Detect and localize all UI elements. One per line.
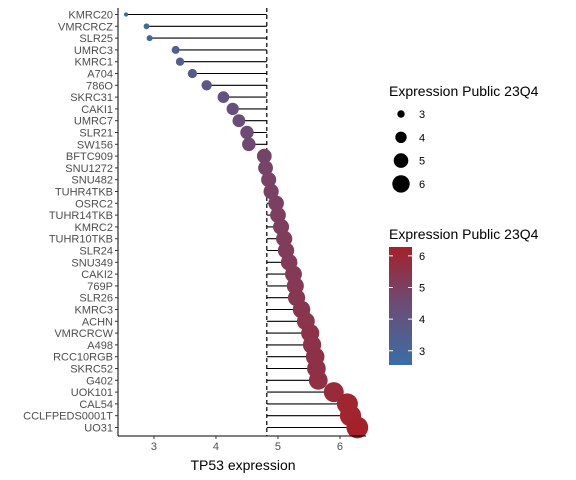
point-KMRC1 <box>175 57 185 66</box>
y-tick-label: CAKI2 <box>81 269 113 281</box>
x-axis-title: TP53 expression <box>190 457 295 473</box>
color-legend-label: 5 <box>419 282 425 294</box>
color-legend-label: 6 <box>419 251 425 263</box>
y-tick-label: UMRC7 <box>74 116 113 128</box>
y-tick-label: VMRCRCW <box>54 328 113 340</box>
plot-area: KMRC20VMRCRCZSLR25UMRC3KMRC1A704786OSKRC… <box>23 8 369 453</box>
y-tick-label: 769P <box>87 281 113 293</box>
x-tick-label: 5 <box>275 441 281 453</box>
point-SW156 <box>242 137 256 152</box>
point-TUHR4TKB <box>263 183 279 200</box>
point-A704 <box>187 68 198 79</box>
x-tick-label: 6 <box>337 441 343 453</box>
color-legend: Expression Public 23Q4 3 4 5 6 <box>389 226 539 365</box>
y-tick-label: CAL54 <box>79 399 113 411</box>
y-tick-label: CCLFPEDS0001T <box>23 411 113 423</box>
size-legend-label: 5 <box>419 156 425 168</box>
y-tick-label: G402 <box>86 375 113 387</box>
y-tick-label: SLR25 <box>79 33 113 45</box>
y-tick-label: ACHN <box>82 316 113 328</box>
size-legend-key <box>393 153 409 168</box>
color-legend-title: Expression Public 23Q4 <box>389 226 539 242</box>
size-legend-key <box>397 110 405 118</box>
y-tick-label: BFTC909 <box>66 151 113 163</box>
y-tick-label: SLR21 <box>79 128 113 140</box>
y-tick-label: RCC10RGB <box>53 352 113 364</box>
color-legend-label: 4 <box>419 314 425 326</box>
y-tick-label: KMRC3 <box>74 305 113 317</box>
point-OSRC2 <box>268 195 284 212</box>
size-legend-key <box>392 175 410 193</box>
point-UMRC3 <box>171 45 180 54</box>
y-tick-label: SLR26 <box>79 293 113 305</box>
y-tick-label: SKRC52 <box>70 364 113 376</box>
point-SNU482 <box>261 172 277 188</box>
y-tick-label: TUHR14TKB <box>49 210 113 222</box>
point-CAKI1 <box>226 102 239 116</box>
color-legend-label: 3 <box>419 346 425 358</box>
y-tick-label: SKRC31 <box>70 92 113 104</box>
color-legend-bar <box>389 247 412 365</box>
point-UO31 <box>346 416 369 439</box>
point-786O <box>201 80 212 91</box>
point-KMRC20 <box>123 12 129 17</box>
size-legend-title: Expression Public 23Q4 <box>389 83 539 99</box>
size-legend-label: 6 <box>419 179 425 191</box>
y-tick-label: KMRC2 <box>74 222 113 234</box>
size-legend-key <box>395 131 407 143</box>
x-tick-label: 3 <box>151 441 157 453</box>
y-tick-label: OSRC2 <box>75 198 113 210</box>
y-tick-label: SNU1272 <box>65 163 113 175</box>
point-UOK101 <box>323 382 344 403</box>
y-tick-label: CAKI1 <box>81 104 113 116</box>
y-tick-label: SNU482 <box>71 175 113 187</box>
y-tick-label: A498 <box>87 340 113 352</box>
y-tick-label: KMRC20 <box>68 10 113 22</box>
y-tick-label: KMRC1 <box>74 57 113 69</box>
y-tick-label: SW156 <box>77 139 113 151</box>
size-legend-label: 3 <box>419 109 425 121</box>
y-tick-label: TUHR10TKB <box>49 234 113 246</box>
point-VMRCRCZ <box>143 23 150 30</box>
x-tick-label: 4 <box>213 441 219 453</box>
y-tick-label: UO31 <box>84 423 113 435</box>
y-tick-label: VMRCRCZ <box>58 21 113 33</box>
size-legend-label: 4 <box>419 132 425 144</box>
point-UMRC7 <box>232 114 246 128</box>
point-SNU1272 <box>258 160 273 176</box>
point-G402 <box>308 370 328 390</box>
y-tick-label: UOK101 <box>71 387 113 399</box>
y-tick-label: SLR24 <box>79 246 113 258</box>
y-tick-label: SNU349 <box>71 257 113 269</box>
y-tick-label: A704 <box>87 69 113 81</box>
point-BFTC909 <box>256 148 272 164</box>
point-SLR25 <box>146 35 153 42</box>
y-tick-label: 786O <box>86 80 113 92</box>
size-legend: Expression Public 23Q4 3 4 5 6 <box>389 83 539 193</box>
y-tick-label: TUHR4TKB <box>55 187 113 199</box>
y-tick-label: UMRC3 <box>74 45 113 57</box>
point-SKRC31 <box>217 91 230 103</box>
point-SLR21 <box>240 125 254 140</box>
